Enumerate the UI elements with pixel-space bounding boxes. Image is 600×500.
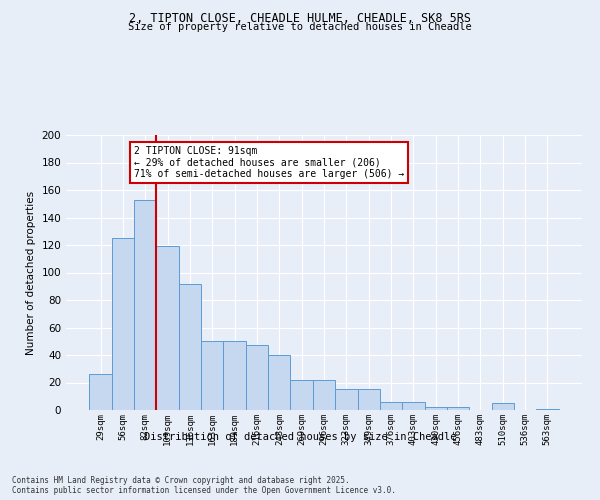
Bar bbox=[491, 403, 514, 410]
Y-axis label: Number of detached properties: Number of detached properties bbox=[26, 190, 36, 354]
Bar bbox=[536, 408, 559, 410]
Bar bbox=[313, 380, 335, 410]
Bar bbox=[157, 246, 179, 410]
Bar bbox=[447, 407, 469, 410]
Bar bbox=[335, 390, 358, 410]
Bar bbox=[89, 374, 112, 410]
Bar bbox=[179, 284, 201, 410]
Bar bbox=[268, 355, 290, 410]
Text: Distribution of detached houses by size in Cheadle: Distribution of detached houses by size … bbox=[144, 432, 456, 442]
Bar bbox=[112, 238, 134, 410]
Bar bbox=[290, 380, 313, 410]
Bar bbox=[201, 341, 223, 410]
Bar bbox=[246, 346, 268, 410]
Bar bbox=[223, 341, 246, 410]
Bar bbox=[425, 407, 447, 410]
Text: Contains HM Land Registry data © Crown copyright and database right 2025.
Contai: Contains HM Land Registry data © Crown c… bbox=[12, 476, 396, 495]
Text: 2 TIPTON CLOSE: 91sqm
← 29% of detached houses are smaller (206)
71% of semi-det: 2 TIPTON CLOSE: 91sqm ← 29% of detached … bbox=[134, 146, 404, 179]
Bar bbox=[402, 402, 425, 410]
Bar bbox=[380, 402, 402, 410]
Bar bbox=[134, 200, 157, 410]
Text: 2, TIPTON CLOSE, CHEADLE HULME, CHEADLE, SK8 5RS: 2, TIPTON CLOSE, CHEADLE HULME, CHEADLE,… bbox=[129, 12, 471, 26]
Bar bbox=[358, 390, 380, 410]
Text: Size of property relative to detached houses in Cheadle: Size of property relative to detached ho… bbox=[128, 22, 472, 32]
